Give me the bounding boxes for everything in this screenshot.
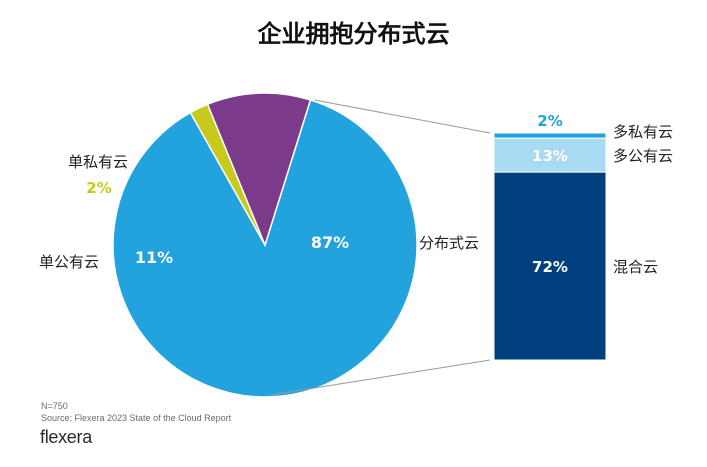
pie-value-label-0: 87% — [311, 233, 349, 252]
bar-value-label-0: 2% — [537, 112, 562, 130]
pie-category-label-1: 单私有云 — [68, 153, 128, 171]
chart-title: 企业拥抱分布式云 — [257, 20, 450, 48]
bar-category-label-2: 混合云 — [613, 258, 658, 276]
pie-category-label-2: 单公有云 — [39, 253, 99, 271]
bar-category-label-0: 多私有云 — [613, 123, 673, 141]
pie-value-label-2: 11% — [135, 248, 173, 267]
bar-value-label-2: 72% — [532, 258, 568, 276]
bar-category-label-1: 多公有云 — [613, 147, 673, 165]
connector-line-top — [314, 99, 491, 134]
flexera-logo: flexera — [40, 427, 92, 447]
source-note: Source: Flexera 2023 State of the Cloud … — [41, 413, 232, 423]
bar-segment-2 — [493, 171, 607, 361]
pie-slice-0 — [112, 99, 418, 398]
connector-line-bottom — [269, 359, 491, 396]
pie-slice-2 — [206, 92, 312, 248]
sample-size-note: N=750 — [41, 401, 68, 411]
bar-value-label-1: 13% — [532, 147, 568, 165]
pie-value-label-1: 2% — [86, 179, 111, 197]
bar-segment-0 — [493, 132, 607, 139]
pie-category-label-0: 分布式云 — [419, 234, 479, 252]
